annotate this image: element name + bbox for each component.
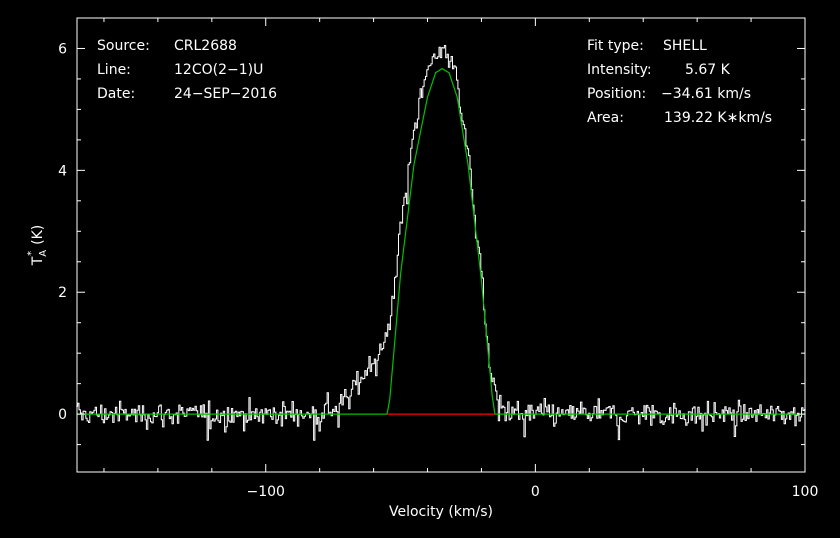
y-tick-label: 4 — [58, 163, 67, 179]
info-panel-right: Fit type: SHELL Intensity: 5.67 K Positi… — [587, 38, 772, 126]
date-key: Date: — [97, 86, 135, 102]
x-tick-label: 0 — [531, 484, 540, 500]
data-layer — [76, 45, 806, 441]
x-axis-label: Velocity (km/s) — [389, 504, 493, 520]
source-value: CRL2688 — [174, 38, 237, 54]
date-value: 24−SEP−2016 — [174, 86, 277, 102]
y-axis-label-sup: * — [26, 251, 37, 256]
source-key: Source: — [97, 38, 150, 54]
position-value: −34.61 km/s — [661, 86, 751, 102]
intensity-key: Intensity: — [587, 62, 652, 78]
fit-type-value: SHELL — [663, 38, 707, 54]
fit-type-key: Fit type: — [587, 38, 644, 54]
intensity-value: 5.67 K — [685, 62, 731, 78]
info-panel-left: Source: CRL2688 Line: 12CO(2−1)U Date: 2… — [97, 38, 277, 102]
y-axis-label-sub: A — [38, 250, 49, 257]
axis-ticks: −100 0 100 0 2 4 6 — [58, 17, 819, 500]
x-tick-label: 100 — [792, 484, 819, 500]
y-tick-label: 0 — [58, 407, 67, 423]
x-tick-label: −100 — [247, 484, 285, 500]
area-key: Area: — [587, 110, 624, 126]
line-value: 12CO(2−1)U — [174, 62, 263, 78]
area-value: 139.22 K∗km/s — [664, 110, 772, 126]
y-axis-label-unit: (K) — [30, 225, 46, 245]
y-axis-label-main: T — [30, 256, 46, 266]
y-tick-label: 2 — [58, 285, 67, 301]
line-key: Line: — [97, 62, 131, 78]
y-tick-label: 6 — [58, 41, 67, 57]
fit-curve — [77, 67, 805, 415]
y-axis-label: TA* (K) — [26, 225, 49, 267]
plot-frame — [76, 17, 806, 473]
position-key: Position: — [587, 86, 646, 102]
